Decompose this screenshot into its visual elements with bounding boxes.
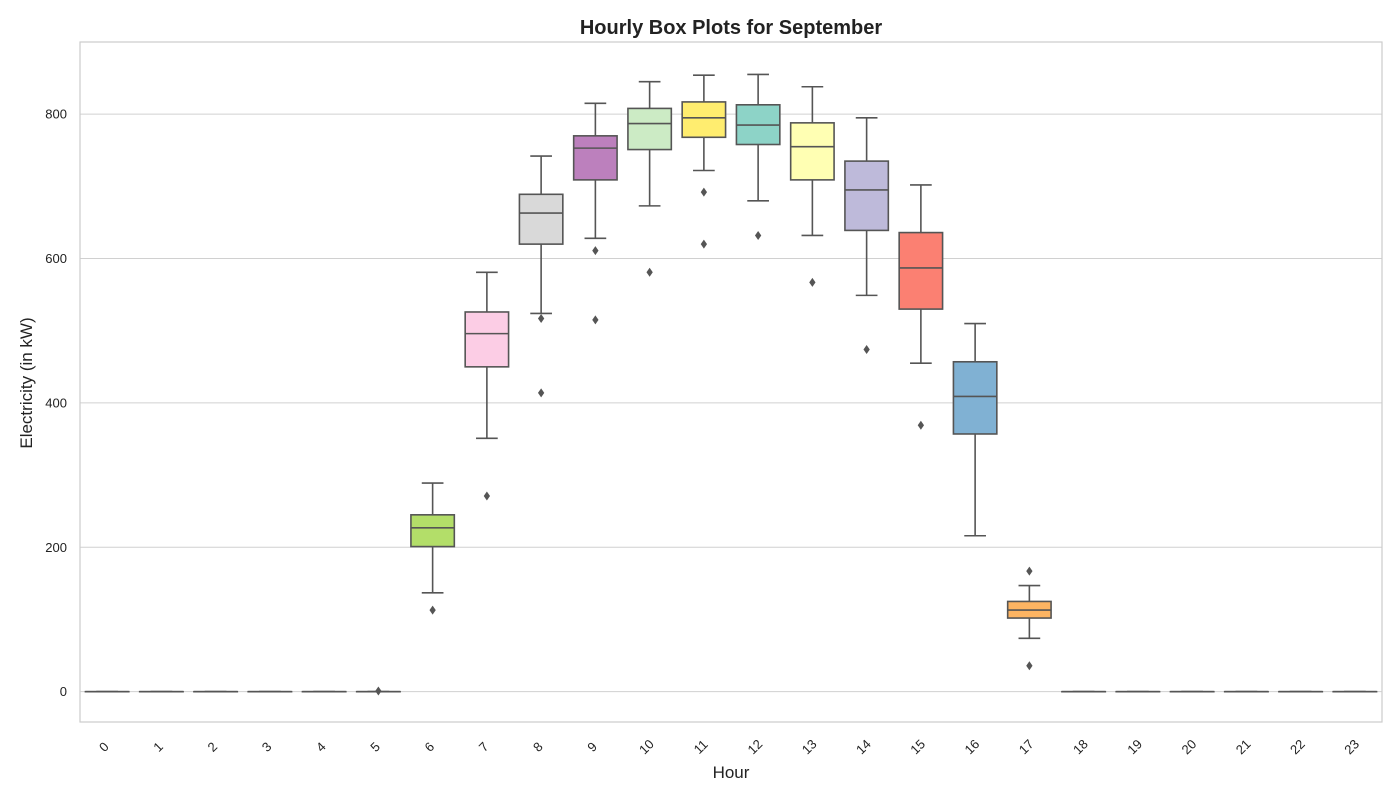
box-iqr [681, 101, 727, 139]
chart-title: Hourly Box Plots for September [580, 17, 882, 39]
outlier-point [754, 230, 762, 240]
outlier-point [429, 605, 436, 615]
x-tick-label: 17 [1016, 736, 1037, 757]
x-tick-label: 16 [962, 736, 983, 757]
x-tick-label: 2 [205, 739, 221, 755]
outlier-point [917, 420, 925, 430]
box-iqr [844, 160, 890, 232]
x-tick-label: 22 [1287, 736, 1308, 757]
x-tick-label: 4 [313, 739, 329, 755]
x-tick-label: 12 [745, 736, 766, 757]
x-tick-label: 5 [367, 739, 383, 755]
outlier-point [700, 239, 708, 249]
outlier-point [1026, 566, 1033, 576]
x-tick-label: 18 [1070, 736, 1091, 757]
box-hour-16 [952, 322, 998, 537]
box-hour-10 [627, 80, 673, 277]
outlier-point [809, 277, 816, 287]
box-iqr [518, 193, 564, 245]
outlier-point [592, 315, 599, 325]
grid-lines [80, 113, 1382, 693]
x-tick-label: 23 [1341, 736, 1362, 757]
x-tick-label: 9 [584, 739, 600, 755]
box-hour-9 [572, 102, 618, 325]
x-tick-label: 0 [96, 739, 112, 755]
box-iqr [789, 122, 835, 181]
x-tick-label: 3 [259, 739, 275, 755]
box-hour-5 [355, 686, 401, 696]
box-iqr [464, 311, 510, 368]
outlier-point [700, 187, 708, 197]
box-iqr [952, 360, 998, 435]
box-iqr [572, 135, 618, 181]
outlier-point [375, 686, 382, 696]
x-tick-label: 11 [691, 737, 711, 757]
y-tick-label: 200 [45, 540, 67, 555]
x-tick-label: 20 [1179, 736, 1200, 757]
box-hour-17 [1006, 566, 1052, 671]
plot-frame [79, 41, 1383, 723]
outlier-point [537, 388, 545, 398]
x-tick-label: 15 [907, 736, 928, 757]
box-hour-6 [410, 482, 456, 615]
y-tick-label: 0 [60, 684, 67, 699]
y-tick-label: 400 [45, 395, 67, 410]
outlier-point [1026, 661, 1033, 671]
box-hour-14 [844, 116, 890, 355]
x-tick-label: 7 [476, 739, 492, 755]
x-tick-label: 14 [853, 736, 874, 757]
box-hour-12 [735, 73, 781, 240]
outlier-point [592, 246, 599, 256]
box-hour-13 [789, 85, 835, 287]
y-axis-label: Electricity (in kW) [17, 317, 36, 448]
box-hour-15 [898, 184, 944, 430]
box-iqr [410, 514, 456, 548]
y-tick-label: 600 [45, 251, 67, 266]
x-tick-label: 8 [530, 739, 546, 755]
x-tick-label: 13 [799, 736, 820, 757]
x-tick-label: 19 [1124, 736, 1145, 757]
y-tick-label: 800 [45, 107, 67, 122]
x-axis-ticks: 0 1 2 3 4 5 6 7 8 9 10 11 12 13 14 15 16 17 18 19 20 21 22 23 [96, 736, 1362, 757]
x-axis-label: Hour [713, 763, 750, 782]
box-hour-8 [518, 155, 564, 398]
outlier-point [646, 267, 653, 277]
x-tick-label: 6 [422, 739, 438, 755]
x-tick-label: 21 [1233, 736, 1254, 757]
box-hour-7 [464, 271, 510, 501]
box-hour-11 [681, 74, 727, 249]
box-series [84, 73, 1378, 696]
outlier-point [863, 345, 870, 355]
outlier-point [483, 491, 491, 501]
outlier-point [537, 313, 545, 323]
x-tick-label: 1 [150, 739, 166, 755]
x-tick-label: 10 [636, 736, 657, 757]
box-iqr [898, 231, 944, 310]
box-iqr [627, 107, 673, 151]
y-axis-ticks: 0 200 400 600 800 [45, 107, 67, 699]
